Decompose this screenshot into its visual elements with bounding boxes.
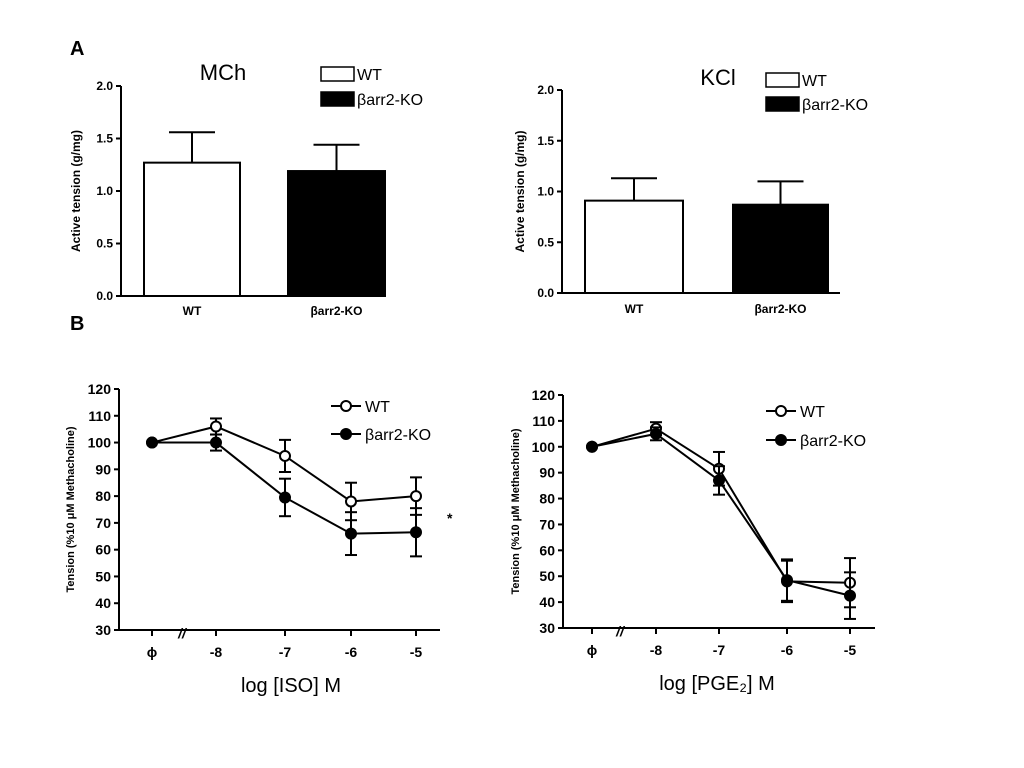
kcl-bar-chart: 0.0 0.5 1.0 1.5 2.0 Active tension (g/mg) KCl W…	[513, 65, 868, 316]
bar	[287, 170, 386, 297]
category-label: βarr2-KO	[310, 304, 362, 318]
y-tick-label: 80	[539, 491, 555, 507]
y-tick-label: 60	[95, 542, 111, 558]
pge2-line-chart: 30 40 50 60 70 80 90 100 110 120 Tension (%10 μM M…	[510, 387, 875, 695]
data-point-filled	[586, 440, 598, 453]
data-point-filled	[844, 589, 856, 602]
legend-label: WT	[365, 399, 390, 416]
y-tick-label: 30	[539, 620, 555, 636]
legend-label: WT	[357, 67, 382, 84]
y-tick-label: 80	[95, 488, 111, 504]
y-tick-label: 2.0	[537, 83, 554, 97]
y-tick-label: 60	[539, 542, 555, 558]
y-tick-label: 30	[95, 622, 111, 638]
y-axis-label: Tension (%10 μM Methacholine)	[510, 428, 522, 594]
legend-label: WT	[800, 404, 825, 421]
y-tick-label: 40	[539, 594, 555, 610]
bar	[143, 161, 241, 297]
series-line	[591, 432, 851, 597]
x-tick-label: ϕ	[587, 642, 598, 658]
y-tick-label: 0.5	[96, 237, 113, 251]
category-label: βarr2-KO	[754, 302, 806, 316]
bar	[584, 199, 684, 294]
panel-label-a: A	[70, 38, 84, 60]
y-tick-label: 100	[532, 439, 556, 455]
x-axis-label: log [ISO] M	[241, 675, 341, 697]
y-tick-label: 0.5	[537, 235, 554, 249]
y-axis-label: Tension (%10 μM Methacholine)	[65, 426, 77, 592]
category-label: WT	[625, 302, 644, 316]
legend-marker	[340, 428, 352, 440]
axis-break: //	[615, 623, 626, 639]
x-tick-label: -8	[210, 644, 223, 660]
y-tick-label: 100	[88, 435, 112, 451]
bar	[732, 203, 829, 295]
data-point-filled	[210, 436, 222, 449]
axis-break: //	[177, 625, 188, 641]
legend-marker	[775, 405, 787, 417]
iso-line-chart: 30 40 50 60 70 80 90 100 110 120 Tension (%10 μM M…	[65, 381, 453, 697]
x-axis-label: log [PGE₂] M	[659, 673, 775, 695]
chart-title: KCl	[700, 65, 735, 90]
y-tick-label: 50	[539, 568, 555, 584]
y-tick-label: 70	[539, 516, 555, 532]
y-tick-label: 50	[95, 568, 111, 584]
data-point-filled	[146, 436, 158, 449]
data-point-filled	[650, 427, 662, 440]
y-tick-label: 0.0	[96, 289, 113, 303]
y-tick-label: 1.5	[96, 132, 113, 146]
legend-swatch	[320, 66, 355, 82]
data-point-open	[279, 449, 291, 462]
data-point-open	[210, 420, 222, 433]
y-tick-label: 70	[95, 515, 111, 531]
x-tick-label: -5	[844, 642, 857, 658]
data-point-filled	[279, 491, 291, 504]
x-tick-label: -5	[410, 644, 423, 660]
x-tick-label: -8	[650, 642, 663, 658]
data-point-filled	[345, 527, 357, 540]
legend-marker	[340, 400, 352, 412]
y-tick-label: 110	[532, 413, 555, 429]
y-tick-label: 90	[95, 461, 111, 477]
y-tick-label: 110	[88, 408, 111, 424]
legend-swatch	[765, 96, 800, 112]
y-tick-label: 1.5	[537, 134, 554, 148]
legend-label: βarr2-KO	[800, 433, 866, 450]
y-tick-label: 120	[532, 387, 556, 403]
x-tick-label: -7	[279, 644, 292, 660]
y-axis-label: Active tension (g/mg)	[69, 130, 83, 252]
legend-label: βarr2-KO	[802, 97, 868, 114]
legend-label: βarr2-KO	[357, 92, 423, 109]
y-tick-label: 1.0	[537, 185, 554, 199]
y-tick-label: 1.0	[96, 184, 113, 198]
y-tick-label: 40	[95, 595, 111, 611]
legend-marker	[775, 434, 787, 446]
x-tick-label: -7	[713, 642, 726, 658]
legend-swatch	[765, 72, 800, 88]
y-axis-label: Active tension (g/mg)	[513, 130, 527, 252]
y-tick-label: 2.0	[96, 79, 113, 93]
panel-label-b: B	[70, 313, 84, 335]
y-tick-label: 120	[88, 381, 112, 397]
significance-asterisk: *	[447, 510, 453, 526]
data-point-filled	[410, 526, 422, 539]
y-tick-label: 0.0	[537, 286, 554, 300]
legend-label: βarr2-KO	[365, 427, 431, 444]
data-point-filled	[781, 574, 793, 587]
legend-label: WT	[802, 73, 827, 90]
x-tick-label: -6	[345, 644, 358, 660]
data-point-open	[345, 495, 357, 508]
legend-swatch	[320, 91, 355, 107]
mch-bar-chart: 0.0 0.5 1.0 1.5 2.0 Active tension (g/mg) MCh W…	[69, 60, 423, 318]
category-label: WT	[183, 304, 202, 318]
y-tick-label: 90	[539, 465, 555, 481]
data-point-open	[410, 490, 422, 503]
x-tick-label: -6	[781, 642, 794, 658]
chart-title: MCh	[200, 60, 246, 85]
data-point-filled	[713, 474, 725, 487]
x-tick-label: ϕ	[147, 644, 158, 660]
